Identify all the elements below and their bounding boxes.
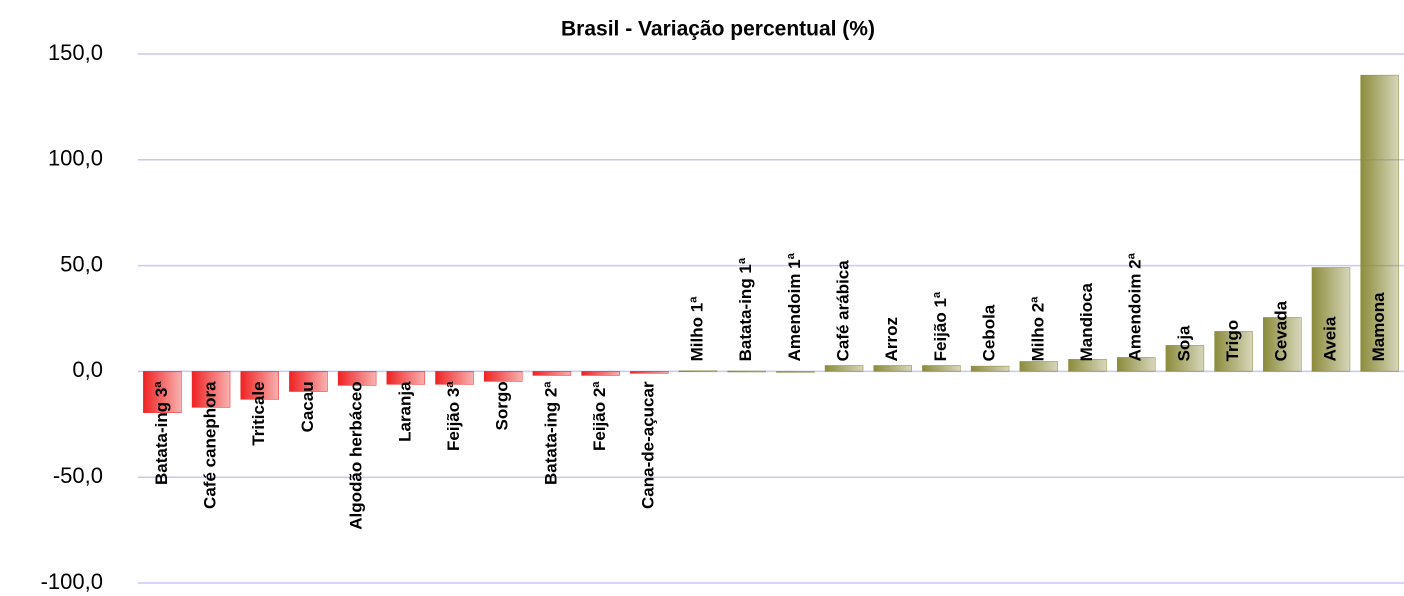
- bar: [1214, 331, 1253, 372]
- bar: [1311, 267, 1351, 372]
- category-label: Amendoim 1ª: [785, 252, 804, 361]
- y-tick-label: 0,0: [72, 357, 103, 382]
- bar: [922, 365, 961, 372]
- bar: [727, 370, 766, 373]
- category-label: Café canephora: [201, 381, 220, 509]
- y-tick-label: -50,0: [53, 463, 103, 488]
- bar: [970, 365, 1010, 372]
- category-label: Batata-ing 2ª: [541, 381, 560, 485]
- category-label: Mandioca: [1077, 282, 1096, 361]
- bar: [776, 371, 815, 373]
- bar: [337, 371, 377, 386]
- category-label: Feijão 3ª: [444, 381, 463, 451]
- bar: [1019, 361, 1059, 372]
- bar: [1263, 317, 1302, 372]
- category-label: Triticale: [249, 381, 268, 445]
- category-label: Milho 1ª: [687, 296, 706, 362]
- category-label: Amendoim 2ª: [1126, 252, 1145, 361]
- y-tick-label: 100,0: [48, 146, 103, 171]
- category-label: Cana-de-açucar: [639, 381, 658, 509]
- category-label: Mamona: [1369, 292, 1388, 362]
- chart-title: Brasil - Variação percentual (%): [561, 18, 875, 41]
- category-label: Sorgo: [493, 381, 512, 430]
- category-label: Algodão herbáceo: [347, 381, 366, 529]
- y-tick-label: -100,0: [41, 569, 103, 594]
- category-label: Cebola: [980, 304, 999, 361]
- bar: [532, 371, 572, 376]
- bar: [435, 371, 474, 385]
- bar: [1165, 345, 1205, 372]
- y-tick-label: 150,0: [48, 40, 103, 65]
- bar: [630, 371, 669, 374]
- category-label: Cevada: [1272, 300, 1291, 361]
- category-label: Arroz: [882, 317, 901, 361]
- bar: [1360, 74, 1399, 372]
- bar: [143, 371, 182, 413]
- category-label: Feijão 1ª: [931, 291, 950, 361]
- category-label: Aveia: [1320, 316, 1339, 361]
- category-label: Cacau: [298, 381, 317, 432]
- bar: [581, 371, 620, 376]
- category-label: Feijão 2ª: [590, 381, 609, 451]
- category-label: Laranja: [395, 381, 414, 442]
- category-label: Batata-ing 3ª: [152, 381, 171, 485]
- category-label: Milho 2ª: [1028, 296, 1047, 362]
- bar: [1068, 359, 1107, 372]
- bar: [1116, 357, 1156, 372]
- bar: [873, 365, 912, 372]
- bar: [824, 365, 864, 372]
- bar: [678, 370, 718, 373]
- bar: [240, 371, 279, 400]
- y-tick-label: 50,0: [60, 251, 103, 276]
- category-label: Batata-ing 1ª: [736, 257, 755, 361]
- bar: [191, 371, 231, 408]
- bar: [483, 371, 523, 382]
- category-label: Soja: [1174, 325, 1193, 361]
- category-label: Trigo: [1223, 320, 1242, 362]
- bar: [289, 371, 328, 392]
- bar: [386, 371, 426, 385]
- category-label: Café arábica: [834, 260, 853, 362]
